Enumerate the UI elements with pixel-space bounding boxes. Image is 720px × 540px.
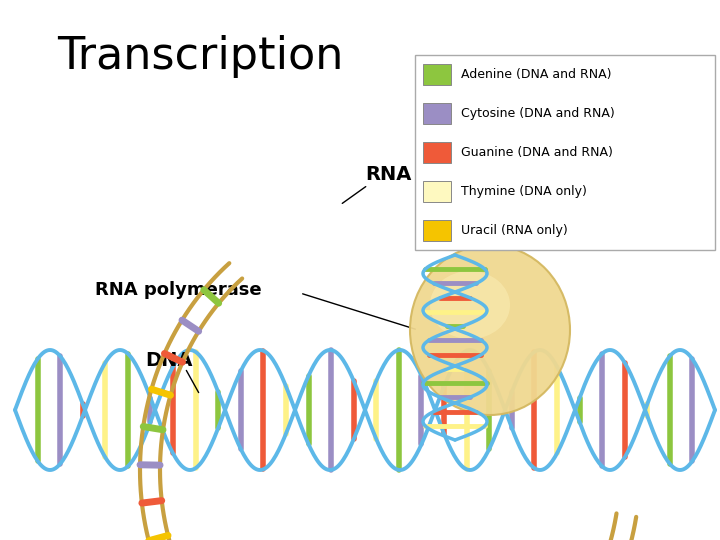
FancyBboxPatch shape xyxy=(423,220,451,241)
Text: Cytosine (DNA and RNA): Cytosine (DNA and RNA) xyxy=(461,107,615,120)
Text: DNA: DNA xyxy=(145,350,192,369)
Text: RNA polymerase: RNA polymerase xyxy=(95,281,261,299)
Text: Guanine (DNA and RNA): Guanine (DNA and RNA) xyxy=(461,146,613,159)
Text: Adenine (DNA and RNA): Adenine (DNA and RNA) xyxy=(461,68,611,81)
Ellipse shape xyxy=(430,271,510,339)
FancyBboxPatch shape xyxy=(423,64,451,85)
Ellipse shape xyxy=(410,245,570,415)
Text: Uracil (RNA only): Uracil (RNA only) xyxy=(461,224,568,237)
Text: Transcription: Transcription xyxy=(57,35,343,78)
FancyBboxPatch shape xyxy=(423,180,451,202)
FancyBboxPatch shape xyxy=(415,55,715,250)
Text: RNA: RNA xyxy=(365,165,411,185)
FancyBboxPatch shape xyxy=(423,141,451,163)
Text: Thymine (DNA only): Thymine (DNA only) xyxy=(461,185,587,198)
FancyBboxPatch shape xyxy=(423,103,451,124)
